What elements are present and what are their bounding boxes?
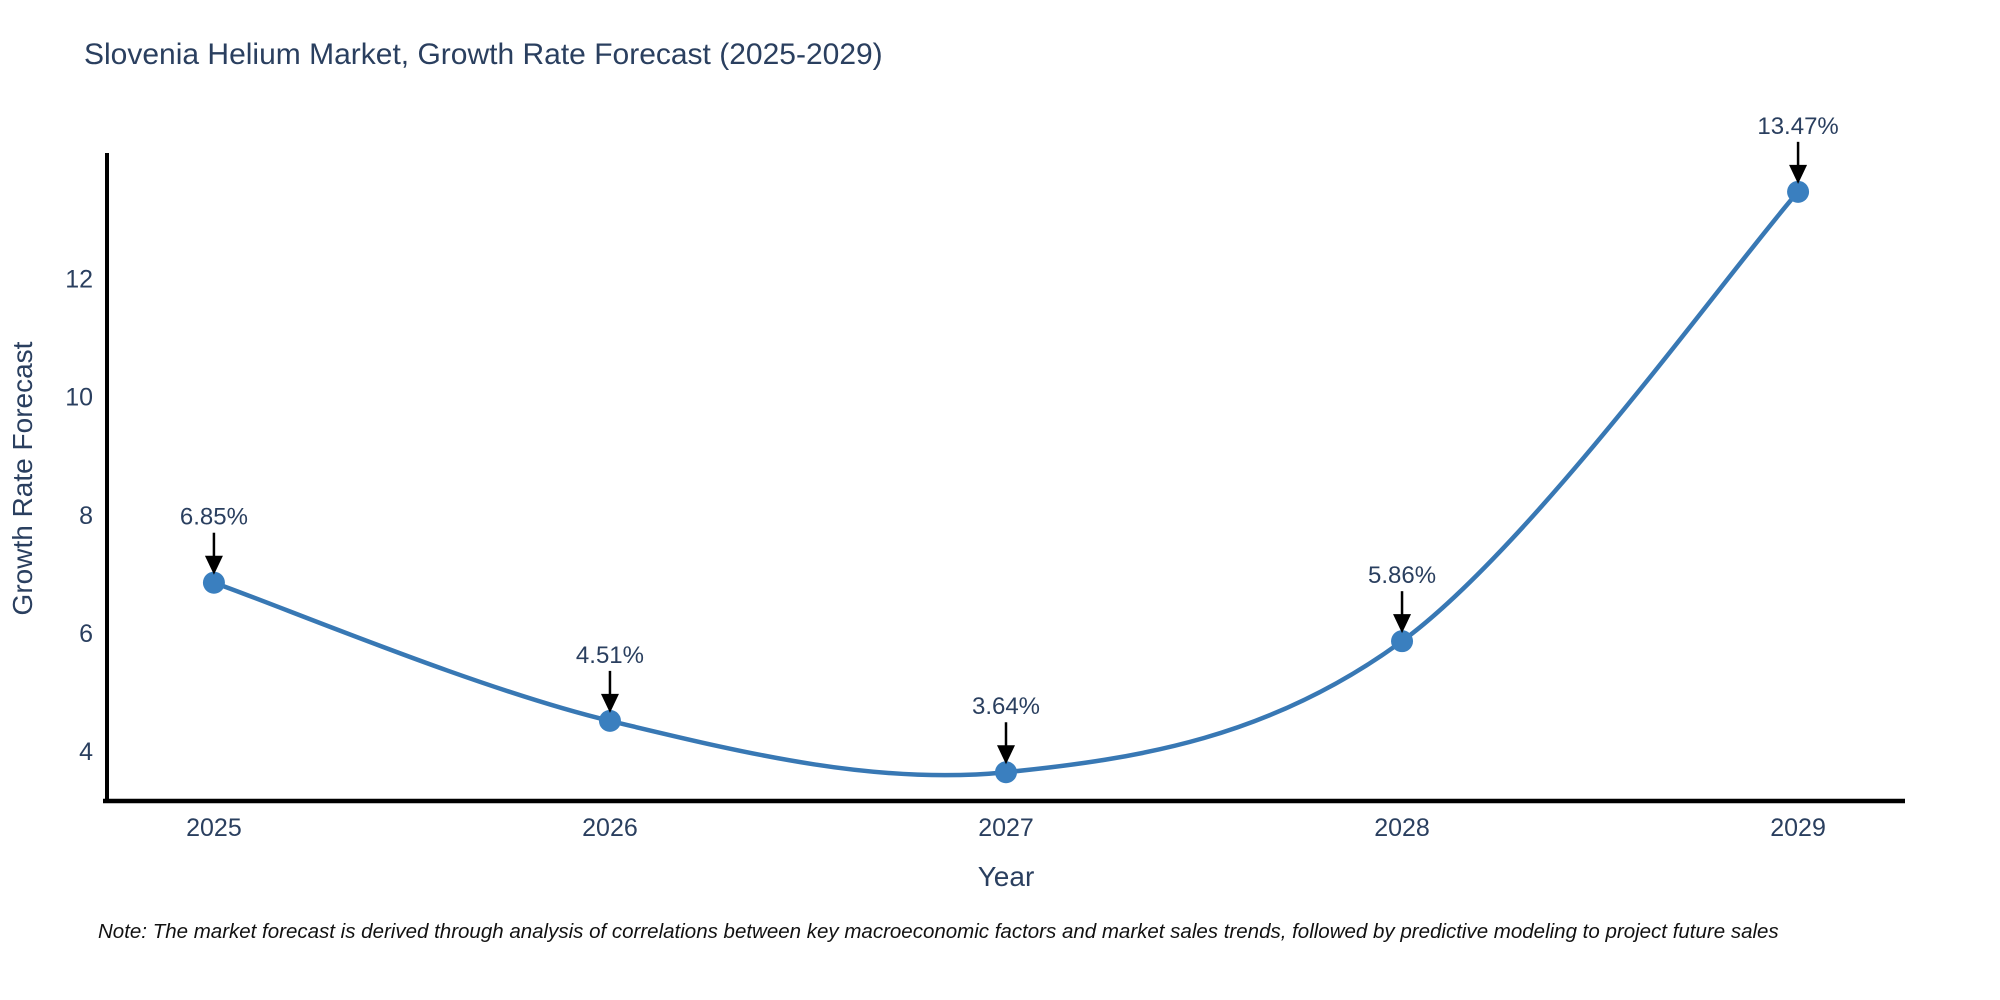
data-point-marker: [1787, 180, 1810, 203]
annotation-label: 6.85%: [180, 504, 248, 531]
y-tick-label: 8: [79, 502, 93, 530]
x-tick-label: 2027: [978, 814, 1034, 842]
annotation-label: 3.64%: [972, 693, 1040, 720]
annotation-arrowhead: [600, 693, 619, 713]
y-tick-label: 4: [79, 738, 93, 766]
data-point-marker: [995, 761, 1017, 784]
annotation-arrowhead: [997, 745, 1015, 765]
annotation-label: 4.51%: [576, 642, 644, 669]
x-tick-label: 2025: [186, 814, 242, 842]
x-tick-label: 2028: [1374, 814, 1430, 842]
chart-title: Slovenia Helium Market, Growth Rate Fore…: [84, 38, 883, 71]
annotation-arrowhead: [204, 555, 223, 575]
data-point-marker: [202, 571, 225, 594]
annotation-label: 5.86%: [1368, 562, 1436, 589]
series-line: [211, 189, 1801, 778]
footnote: Note: The market forecast is derived thr…: [98, 920, 1779, 943]
x-axis-title: Year: [978, 861, 1035, 892]
data-point-marker: [598, 709, 621, 732]
y-tick-label: 10: [65, 384, 93, 412]
y-tick-label: 12: [65, 266, 93, 294]
y-axis-title: Growth Rate Forecast: [7, 341, 38, 615]
data-point-marker: [1391, 630, 1414, 653]
x-tick-label: 2029: [1770, 814, 1826, 842]
y-tick-label: 6: [79, 620, 93, 648]
x-tick-label: 2026: [582, 814, 638, 842]
annotation-arrowhead: [1393, 614, 1412, 634]
annotation-label: 13.47%: [1757, 113, 1838, 140]
annotation-arrowhead: [1789, 164, 1808, 184]
